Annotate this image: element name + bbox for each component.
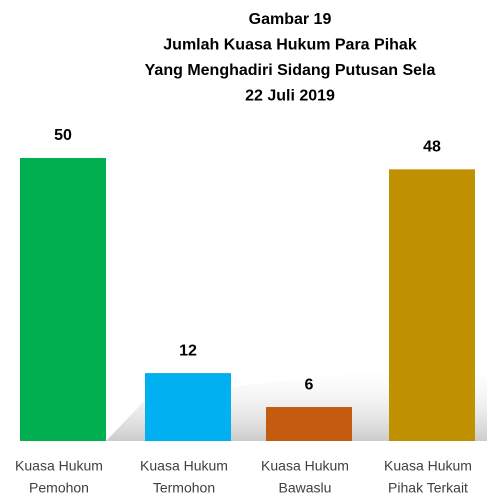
x-tick-label: Bawaslu [279, 480, 332, 496]
data-label: 50 [54, 127, 72, 144]
chart-title: Yang Menghadiri Sidang Putusan Sela [145, 62, 436, 79]
data-label: 12 [179, 342, 197, 359]
x-tick-label: Termohon [153, 480, 215, 496]
x-tick-label: Kuasa Hukum [140, 458, 228, 474]
data-label: 6 [305, 376, 314, 393]
x-tick-label: Kuasa Hukum [15, 458, 103, 474]
bar [145, 373, 231, 441]
chart-title: Gambar 19 [249, 11, 332, 28]
x-tick-label: Pemohon [29, 480, 89, 496]
chart-title: Jumlah Kuasa Hukum Para Pihak [163, 37, 417, 54]
x-tick-label: Kuasa Hukum [384, 458, 472, 474]
x-tick-label: Pihak Terkait [388, 480, 468, 496]
bar [20, 158, 106, 441]
data-label: 48 [423, 139, 441, 156]
bar [266, 407, 352, 441]
chart-title: 22 Juli 2019 [245, 88, 335, 105]
x-tick-label: Kuasa Hukum [261, 458, 349, 474]
bar [389, 169, 475, 441]
